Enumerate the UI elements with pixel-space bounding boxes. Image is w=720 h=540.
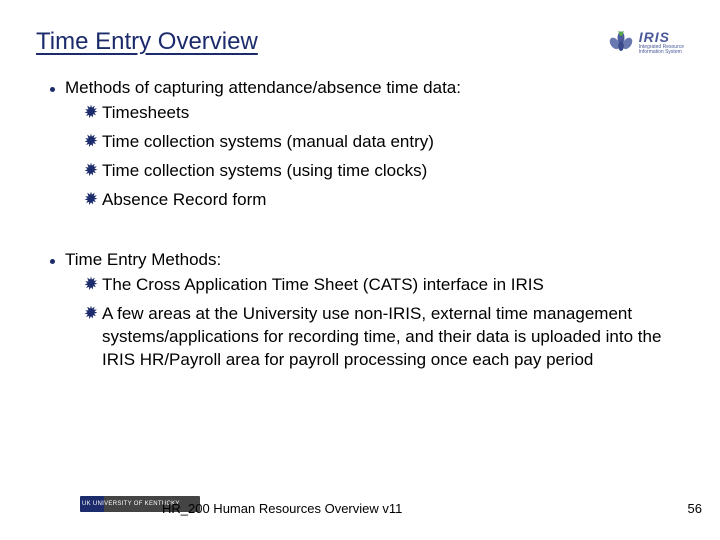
section-lead: Time Entry Methods:: [65, 250, 221, 270]
bullet-l2: A few areas at the University use non-IR…: [82, 303, 670, 372]
bullet-text: Time collection systems (manual data ent…: [102, 131, 434, 154]
bullet-text: The Cross Application Time Sheet (CATS) …: [102, 274, 544, 297]
bullet-text: A few areas at the University use non-IR…: [102, 303, 670, 372]
bullet-l1: Methods of capturing attendance/absence …: [50, 78, 670, 98]
page-number: 56: [688, 501, 702, 516]
sun-icon: [82, 275, 100, 293]
sun-icon: [82, 161, 100, 179]
bullet-l2: Time collection systems (using time cloc…: [82, 160, 670, 183]
bullet-l2: Timesheets: [82, 102, 670, 125]
footer: UK UNIVERSITY OF KENTUCKY HR_200 Human R…: [0, 498, 720, 526]
dot-icon: [50, 259, 55, 264]
title-row: Time Entry Overview IRIS Integrated Reso…: [36, 28, 684, 56]
content-area: Methods of capturing attendance/absence …: [50, 78, 670, 378]
section-2: Time Entry Methods: The Cross Applicatio…: [50, 250, 670, 372]
iris-flower-icon: [607, 28, 635, 56]
bullet-l2: Time collection systems (manual data ent…: [82, 131, 670, 154]
bullet-text: Absence Record form: [102, 189, 266, 212]
iris-logo-sub2: Information System: [639, 50, 684, 55]
bullet-l2: Absence Record form: [82, 189, 670, 212]
sun-icon: [82, 304, 100, 322]
iris-logo-label: IRIS: [639, 29, 684, 45]
bullet-text: Timesheets: [102, 102, 189, 125]
sun-icon: [82, 132, 100, 150]
iris-logo-textblock: IRIS Integrated Resource Information Sys…: [639, 29, 684, 55]
slide: Time Entry Overview IRIS Integrated Reso…: [0, 0, 720, 540]
bullet-l1: Time Entry Methods:: [50, 250, 670, 270]
dot-icon: [50, 87, 55, 92]
sun-icon: [82, 190, 100, 208]
sun-icon: [82, 103, 100, 121]
section-lead: Methods of capturing attendance/absence …: [65, 78, 461, 98]
footer-doc-title: HR_200 Human Resources Overview v11: [162, 501, 402, 516]
bullet-text: Time collection systems (using time cloc…: [102, 160, 427, 183]
bullet-l2: The Cross Application Time Sheet (CATS) …: [82, 274, 670, 297]
slide-title: Time Entry Overview: [36, 28, 258, 56]
iris-logo: IRIS Integrated Resource Information Sys…: [607, 28, 684, 56]
